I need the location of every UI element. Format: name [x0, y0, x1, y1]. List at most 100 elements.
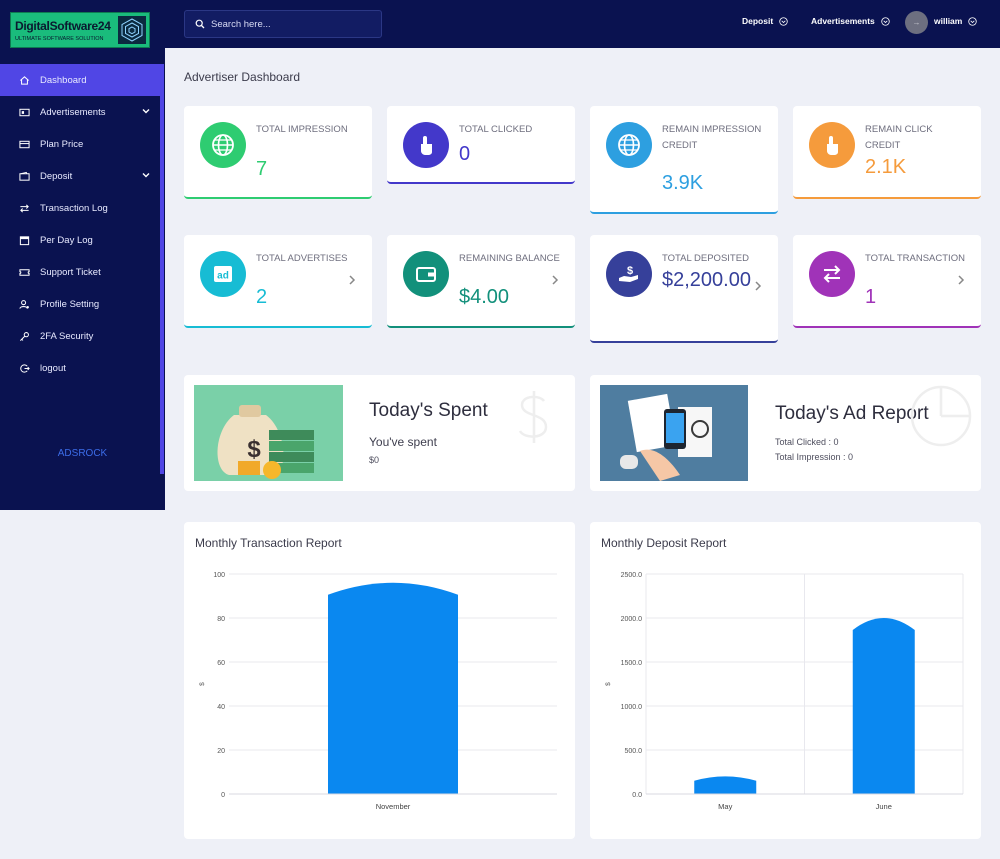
ad-icon [18, 106, 30, 118]
ad-report-title: Today's Ad Report [775, 403, 929, 424]
deposit-dropdown[interactable]: Deposit [742, 16, 788, 26]
globe-icon [200, 122, 246, 168]
y-tick-label: 2500.0 [621, 572, 643, 579]
y-tick-label: 20 [217, 748, 225, 755]
stat-label: TOTAL IMPRESSION [256, 124, 348, 135]
sidebar-item-per-day-log[interactable]: Per Day Log [0, 224, 160, 256]
topbar: Deposit Advertisements → william [165, 0, 1000, 48]
wallet-icon [403, 251, 449, 297]
ad-report-impression: Total Impression : 0 [775, 452, 854, 462]
avatar[interactable]: → [905, 11, 928, 34]
hand-pointer-icon [403, 122, 449, 168]
stat-value: $2,200.00 [662, 269, 751, 291]
x-tick-label: November [376, 802, 411, 811]
svg-text:$: $ [627, 265, 633, 277]
deposit-label: Deposit [742, 16, 774, 26]
stat-label: TOTAL DEPOSITED [662, 253, 749, 264]
stat-card-remain-impression-credit: REMAIN IMPRESSION CREDIT 3.9K [590, 106, 778, 214]
sidebar-footer-link[interactable]: ADSROCK [57, 448, 108, 459]
y-tick-label: 0 [221, 792, 225, 799]
bar [328, 582, 458, 794]
y-tick-label: 1000.0 [621, 704, 643, 711]
stat-card-remaining-balance[interactable]: REMAINING BALANCE $4.00 [387, 235, 575, 328]
stat-card-total-advertises[interactable]: ad TOTAL ADVERTISES 2 [184, 235, 372, 328]
monthly-deposit-chart: 2500.0 2000.0 1500.0 1000.0 500.0 0.0 $ May June [605, 572, 964, 811]
stat-value: 2.1K [865, 156, 907, 178]
cube-logo-icon [118, 16, 146, 44]
sidebar-item-label: Per Day Log [40, 234, 93, 246]
key-icon [18, 330, 30, 342]
chart-title: Monthly Transaction Report [195, 536, 342, 550]
monthly-transaction-chart: 100 80 60 40 20 0 $ November [199, 572, 557, 811]
stat-value: 7 [256, 158, 268, 180]
globe-icon [606, 122, 652, 168]
home-icon [18, 74, 30, 86]
sidebar-item-label: Plan Price [40, 138, 84, 150]
bar [694, 776, 757, 794]
spent-amount: $0 [369, 455, 380, 465]
sidebar-item-2fa-security[interactable]: 2FA Security [0, 320, 160, 352]
card-icon [18, 138, 30, 150]
y-tick-label: 1500.0 [621, 660, 643, 667]
page-title: Advertiser Dashboard [184, 70, 301, 84]
chevron-circle-down-icon [881, 16, 890, 26]
wallet-icon [18, 170, 30, 182]
y-tick-label: 500.0 [624, 748, 642, 755]
y-tick-label: 60 [217, 660, 225, 667]
sidebar-item-label: Transaction Log [40, 202, 108, 214]
ad-report-clicked: Total Clicked : 0 [775, 437, 839, 447]
chevron-down-icon [142, 109, 150, 114]
y-tick-label: 100 [213, 572, 225, 579]
y-tick-label: 0.0 [632, 792, 642, 799]
brand-logo[interactable]: DigitalSoftware24 ULTIMATE SOFTWARE SOLU… [10, 12, 150, 48]
brand-name: DigitalSoftware24 [15, 19, 111, 33]
sidebar-item-transaction-log[interactable]: Transaction Log [0, 192, 160, 224]
stat-label: TOTAL ADVERTISES [256, 253, 348, 264]
stat-label: REMAINING BALANCE [459, 253, 560, 264]
stat-value: $4.00 [459, 286, 510, 308]
sidebar-item-profile-setting[interactable]: Profile Setting [0, 288, 160, 320]
y-axis-label: $ [199, 682, 206, 686]
sidebar-item-deposit[interactable]: Deposit [0, 160, 160, 192]
sidebar-item-support-ticket[interactable]: Support Ticket [0, 256, 160, 288]
stat-card-total-transaction[interactable]: TOTAL TRANSACTION 1 [793, 235, 981, 328]
x-tick-label: June [876, 802, 892, 811]
svg-text:$: $ [247, 436, 261, 463]
exchange-icon [18, 202, 30, 214]
x-tick-label: May [718, 802, 732, 811]
monthly-transaction-chart-card: Monthly Transaction Report 100 80 60 40 20 0 $… [184, 522, 575, 839]
calendar-icon [18, 234, 30, 246]
chevron-circle-down-icon [968, 16, 978, 26]
sidebar-item-label: Advertisements [40, 106, 106, 118]
advertisements-dropdown[interactable]: Advertisements [811, 16, 890, 26]
spent-title: Today's Spent [369, 400, 488, 421]
user-dropdown[interactable]: william [934, 16, 978, 26]
y-tick-label: 80 [217, 616, 225, 623]
pie-chart-watermark-icon [910, 385, 972, 447]
y-axis-label: $ [605, 682, 612, 686]
chevron-right-icon [755, 281, 762, 291]
stat-value: 1 [865, 286, 877, 308]
stat-value: 2 [256, 286, 268, 308]
sidebar: DigitalSoftware24 ULTIMATE SOFTWARE SOLU… [0, 0, 165, 510]
sidebar-item-label: 2FA Security [40, 330, 94, 342]
username: william [934, 16, 963, 26]
money-bag-illustration: $ [194, 385, 343, 481]
sidebar-item-advertisements[interactable]: Advertisements [0, 96, 160, 128]
report-illustration [600, 385, 748, 481]
exchange-icon [809, 251, 855, 297]
sidebar-item-label: logout [40, 362, 66, 374]
advertisements-label: Advertisements [811, 16, 875, 26]
stat-card-total-deposited[interactable]: $ TOTAL DEPOSITED $2,200.00 [590, 235, 778, 343]
sidebar-scrollbar[interactable] [160, 64, 164, 474]
search-box[interactable] [184, 10, 382, 38]
stat-label: REMAIN IMPRESSION CREDIT [662, 124, 762, 151]
sidebar-item-dashboard[interactable]: Dashboard [0, 64, 160, 96]
ad-icon: ad [200, 251, 246, 297]
chevron-down-icon [142, 173, 150, 178]
sidebar-item-plan-price[interactable]: Plan Price [0, 128, 160, 160]
sidebar-item-logout[interactable]: logout [0, 352, 160, 384]
stat-value: 0 [459, 143, 471, 165]
stat-card-remain-click-credit: REMAIN CLICK CREDIT 2.1K [793, 106, 981, 199]
search-input[interactable] [211, 18, 381, 30]
